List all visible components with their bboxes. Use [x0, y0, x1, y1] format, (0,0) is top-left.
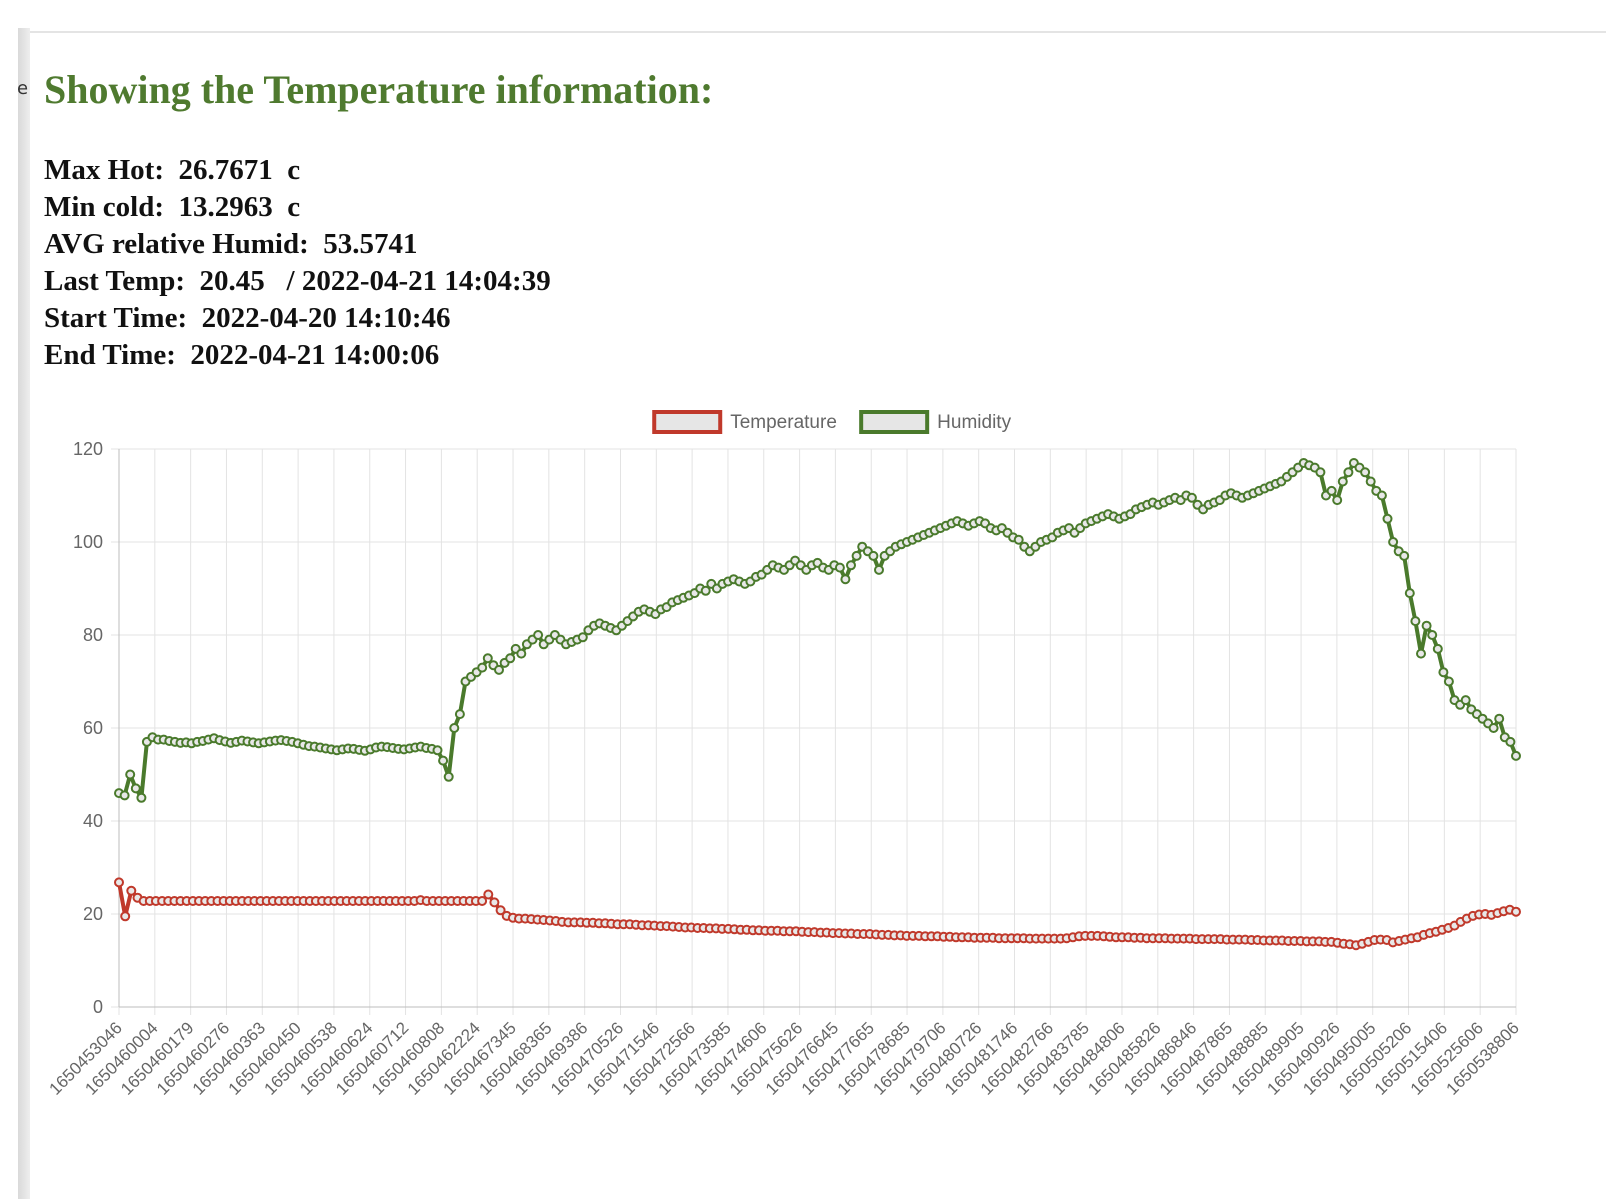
data-point[interactable]	[126, 885, 137, 896]
data-point[interactable]	[489, 897, 500, 908]
data-point[interactable]	[119, 790, 130, 801]
data-point[interactable]	[1326, 485, 1337, 496]
data-point[interactable]	[483, 889, 494, 900]
left-scroll-rail	[18, 28, 30, 1199]
data-point[interactable]	[1399, 550, 1410, 561]
data-point[interactable]	[1432, 643, 1443, 654]
data-point[interactable]	[577, 632, 588, 643]
data-point[interactable]	[449, 723, 460, 733]
y-tick-label: 80	[83, 625, 103, 645]
chart-container: 0 20 40 60 80 100 120 1650453046 1650460004 16504…	[40, 400, 1600, 1190]
rail-glyph: e	[17, 78, 29, 99]
data-point[interactable]	[1388, 537, 1399, 547]
data-point[interactable]	[1460, 695, 1471, 706]
data-point[interactable]	[1416, 648, 1426, 659]
data-point[interactable]	[1186, 492, 1197, 503]
data-point[interactable]	[438, 755, 449, 766]
data-point[interactable]	[1443, 676, 1454, 687]
y-tick-label: 100	[73, 532, 103, 552]
series-humidity	[114, 458, 1521, 803]
data-point[interactable]	[1421, 620, 1432, 631]
legend-label: Temperature	[730, 412, 837, 433]
data-point[interactable]	[136, 792, 147, 803]
data-point[interactable]	[1494, 713, 1505, 724]
data-point[interactable]	[1332, 495, 1343, 506]
data-point[interactable]	[1404, 588, 1415, 599]
data-point[interactable]	[1511, 750, 1521, 761]
data-point[interactable]	[516, 648, 527, 659]
data-point[interactable]	[533, 630, 544, 640]
data-point[interactable]	[443, 771, 454, 782]
y-tick-label: 0	[93, 997, 103, 1017]
legend-swatch	[859, 410, 930, 434]
data-point[interactable]	[1382, 513, 1393, 524]
data-point[interactable]	[868, 550, 879, 561]
y-tick-label: 60	[83, 718, 103, 738]
data-point[interactable]	[1315, 467, 1326, 478]
data-point[interactable]	[700, 585, 711, 596]
legend-item-temperature[interactable]: Temperature	[652, 410, 837, 434]
stat-max-hot: Max Hot: 26.7671 c	[44, 154, 301, 186]
stat-last-temp: Last Temp: 20.45 / 2022-04-21 14:04:39	[44, 265, 551, 297]
data-point[interactable]	[1337, 476, 1348, 487]
data-point[interactable]	[840, 574, 851, 585]
stat-start-time: Start Time: 2022-04-20 14:10:46	[44, 302, 451, 334]
series-temperature	[114, 877, 1521, 951]
y-tick-label: 40	[83, 811, 103, 831]
grid-layer	[111, 448, 1517, 1015]
data-point[interactable]	[495, 905, 506, 916]
legend-swatch	[652, 410, 723, 434]
data-point[interactable]	[120, 911, 131, 922]
data-point[interactable]	[1505, 736, 1516, 747]
data-point[interactable]	[125, 769, 136, 780]
browser-top-border	[30, 31, 1606, 33]
data-point[interactable]	[114, 877, 124, 888]
data-point[interactable]	[505, 653, 516, 664]
data-point[interactable]	[1427, 630, 1438, 640]
stat-avg-humid: AVG relative Humid: 53.5741	[44, 228, 418, 260]
data-point[interactable]	[477, 896, 488, 906]
data-point[interactable]	[834, 562, 845, 573]
data-point[interactable]	[482, 653, 493, 664]
page-title: Showing the Temperature information:	[44, 67, 714, 112]
legend-label: Humidity	[937, 412, 1011, 433]
data-point[interactable]	[1410, 616, 1421, 627]
data-point[interactable]	[432, 745, 443, 756]
stats-block: Max Hot: 26.7671 c Min cold: 13.2963 c A…	[44, 152, 551, 374]
data-point[interactable]	[494, 664, 504, 675]
data-point[interactable]	[1511, 906, 1521, 917]
data-point[interactable]	[851, 550, 862, 561]
data-point[interactable]	[1438, 667, 1449, 678]
data-point[interactable]	[1013, 534, 1024, 545]
stat-min-cold: Min cold: 13.2963 c	[44, 191, 301, 223]
data-point[interactable]	[130, 783, 141, 794]
legend: Temperature Humidity	[652, 410, 1012, 434]
data-point[interactable]	[1365, 476, 1376, 487]
y-tick-label: 20	[83, 904, 103, 924]
data-point[interactable]	[454, 709, 465, 720]
data-point[interactable]	[1360, 467, 1371, 478]
data-point[interactable]	[1488, 723, 1499, 733]
data-point[interactable]	[846, 560, 856, 571]
data-point[interactable]	[1376, 490, 1387, 501]
data-point[interactable]	[1343, 467, 1354, 478]
series-layer	[114, 458, 1521, 951]
data-point[interactable]	[874, 564, 884, 575]
y-tick-label: 120	[73, 439, 103, 459]
data-point[interactable]	[477, 662, 488, 673]
legend-item-humidity[interactable]: Humidity	[859, 410, 1012, 434]
stat-end-time: End Time: 2022-04-21 14:00:06	[44, 339, 440, 371]
line-chart: 0204060801001201650453046165046000416504…	[46, 410, 1523, 1099]
